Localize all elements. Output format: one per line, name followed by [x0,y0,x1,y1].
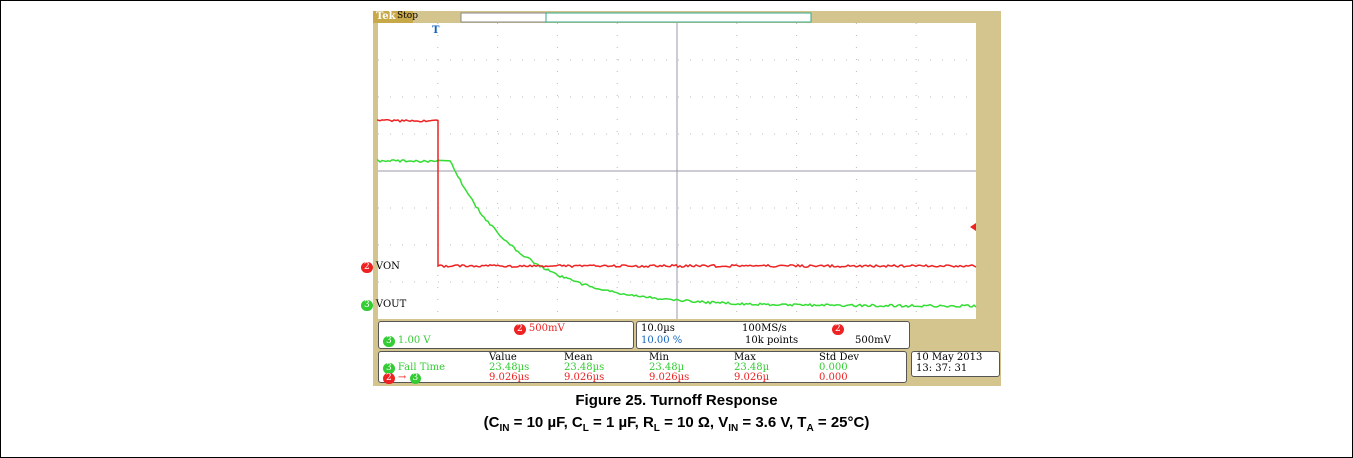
sample-rate: 100MS/s [742,323,787,334]
caption-part: = 10 µF, C [510,414,583,431]
measurement-panel: Value Mean Min Max Std Dev 3 Fall Time 23.48µs… [378,351,907,383]
meas-value: 9.026µs [564,372,604,383]
ch-number: 2 [832,324,844,335]
brand: Tek [376,11,396,22]
trigger-marker: T [432,25,439,36]
scale: 500mV [529,323,565,334]
ch3-label: 3 VOUT [361,299,406,311]
caption-title: Figure 25. Turnoff Response [1,392,1352,409]
timebase: 10.0µs [641,323,675,334]
trigger-level: 500mV [855,335,891,346]
meas-value: 9.026µs [649,372,689,383]
caption-part: = 1 µF, R [589,414,654,431]
date-panel: 10 May 2013 13: 37: 31 [911,351,1000,377]
time: 13: 37: 31 [916,363,967,374]
meas-value: 0.000 [819,372,848,383]
meas-value: 9.026µs [489,372,529,383]
trigger-pos: 10.00 % [641,335,682,346]
caption-part: IN [728,423,738,434]
caption-part: = 3.6 V, T [738,414,806,431]
caption-part: IN [500,423,510,434]
record-length: 10k points [745,335,798,346]
ch2-scale: 2 500mV [514,323,565,335]
arrow: → [398,372,406,383]
ch-number: 3 [383,336,395,347]
ch-number: 3 [410,373,422,384]
timebase-panel: 10.0µs 100MS/s 2 10.00 % 10k points 500m… [636,321,910,349]
status: Stop [397,11,418,21]
ch-name: VOUT [376,299,406,310]
scale: 1.00 V [398,335,431,346]
ch3-scale: 3 1.00 V [383,335,431,347]
ch-number: 2 [383,373,395,384]
page: Tek Stop T 2 VON 3 VOUT 2 500mV 3 1.00 V… [0,0,1353,458]
channel-panel: 2 500mV 3 1.00 V [378,321,634,349]
ch-name: VON [376,261,400,272]
ch-number: 3 [361,300,373,311]
caption-part: = 25°C) [814,414,870,431]
caption-part: A [806,423,813,434]
date: 10 May 2013 [916,352,982,363]
caption-conditions: (CIN = 10 µF, CL = 1 µF, RL = 10 Ω, VIN … [1,414,1352,434]
record-bar [461,13,811,22]
caption-part: (C [484,414,500,431]
ch2-label: 2 VON [361,261,400,273]
ch-number: 2 [514,324,526,335]
meas-label: 2 → 3 [383,372,421,384]
trigger-ch: 2 [832,323,844,335]
ch-number: 2 [361,262,373,273]
meas-value: 9.026µ [734,372,769,383]
caption-part: = 10 Ω, V [660,414,728,431]
